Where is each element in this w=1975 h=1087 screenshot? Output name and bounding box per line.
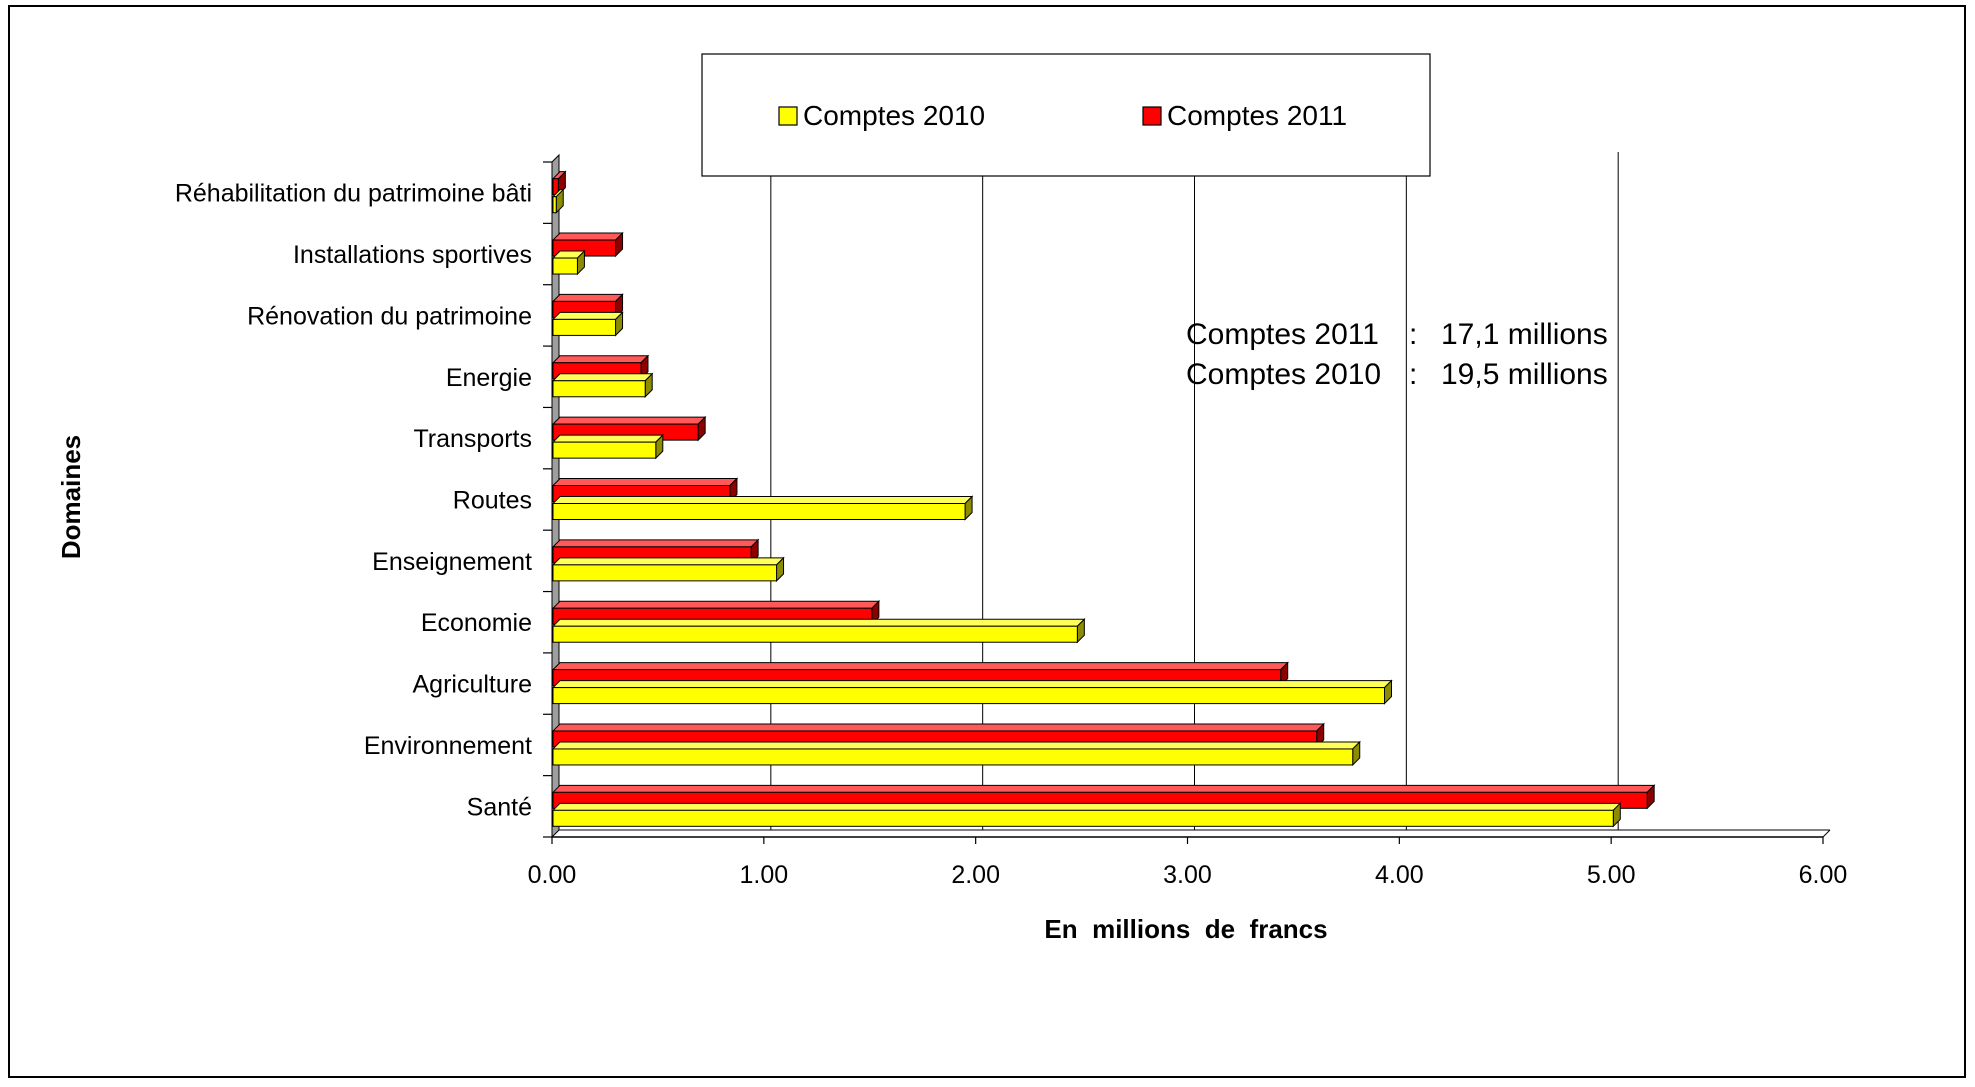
- bar-front-face: [552, 318, 617, 336]
- bar-front-face: [552, 503, 966, 520]
- bar-top-face: [551, 802, 1622, 811]
- category-label: Agriculture: [413, 671, 533, 699]
- bar-front-face: [552, 196, 557, 214]
- bar-top-face: [551, 784, 1656, 793]
- bar-top-face: [551, 662, 1289, 671]
- annotation-2010-sep: :: [1409, 358, 1417, 391]
- bar-front-face: [552, 687, 1386, 705]
- bar-front-face: [552, 748, 1354, 766]
- bar-top-face: [551, 478, 739, 486]
- x-tick-label-1: 1.00: [739, 861, 788, 889]
- annotation-2011-sep: :: [1409, 318, 1417, 351]
- category-label: Rénovation du patrimoine: [247, 302, 532, 330]
- bar-2010: [551, 372, 654, 398]
- legend-swatch-2011: [1142, 106, 1162, 126]
- bar-2010: [551, 249, 586, 276]
- bars: [551, 170, 1656, 828]
- legend-label-2010: Comptes 2010: [803, 100, 985, 131]
- bar-top-face: [551, 557, 785, 566]
- category-label: Routes: [453, 487, 532, 515]
- category-label: Installations sportives: [293, 241, 532, 269]
- bar-2010: [551, 740, 1361, 767]
- bar-top-face: [551, 434, 665, 443]
- x-tick-label-0: 0.00: [528, 861, 577, 889]
- totals-annotation: Comptes 2011 : 17,1 millions Comptes 201…: [1186, 318, 1608, 391]
- bar-top-face: [551, 600, 881, 609]
- bar-top-face: [551, 373, 654, 382]
- grid-lines: [770, 152, 1619, 830]
- bar-2010: [551, 433, 665, 460]
- bar-top-face: [551, 618, 1086, 627]
- legend-label-2011: Comptes 2011: [1167, 100, 1347, 131]
- bar-front-face: [552, 564, 778, 582]
- category-label: Santé: [467, 793, 532, 821]
- category-label: Economie: [421, 609, 532, 637]
- bar-top-face: [551, 416, 707, 425]
- bar-front-face: [552, 380, 646, 398]
- bar-2010: [551, 618, 1086, 644]
- category-label: Transports: [413, 425, 532, 453]
- category-label: Environnement: [364, 732, 532, 760]
- bar-top-face: [551, 293, 624, 302]
- bar-2010: [551, 311, 624, 337]
- x-tick-label-2: 2.00: [951, 861, 1000, 889]
- x-axis-title: En millions de francs: [1044, 914, 1327, 944]
- annotation-2011-label: Comptes 2011: [1186, 318, 1379, 351]
- bar-top-face: [551, 311, 624, 320]
- bar-top-face: [551, 680, 1393, 689]
- x-tick-label-3: 3.00: [1163, 861, 1212, 889]
- bar-front-face: [552, 625, 1078, 643]
- legend-swatch-2010: [778, 106, 798, 126]
- annotation-2010-label: Comptes 2010: [1186, 358, 1381, 391]
- bar-top-face: [551, 232, 624, 241]
- bar-2010: [551, 556, 785, 583]
- legend-box: [701, 53, 1431, 177]
- category-label: Réhabilitation du patrimoine bâti: [175, 180, 532, 208]
- y-axis-title: Domaines: [56, 435, 86, 559]
- floor-right-edge: [1822, 829, 1831, 838]
- bar-2010: [551, 188, 565, 214]
- category-label: Energie: [446, 364, 532, 392]
- bar-front-face: [552, 809, 1614, 827]
- bar-2011: [551, 231, 624, 258]
- bar-top-face: [551, 741, 1361, 750]
- labels: 0.00 1.00 2.00 3.00 4.00 5.00 6.00 Réhabilitati…: [175, 180, 1848, 889]
- bar-top-face: [551, 496, 974, 504]
- bar-2010: [551, 679, 1393, 705]
- bar-front-face: [552, 257, 578, 275]
- x-tick-label-6: 6.00: [1799, 861, 1848, 889]
- x-tick-label-5: 5.00: [1587, 861, 1636, 889]
- bar-top-face: [551, 355, 650, 364]
- bar-top-face: [551, 539, 760, 548]
- annotation-2010-value: 19,5 millions: [1441, 358, 1608, 391]
- bar-front-face: [552, 441, 657, 459]
- annotation-2011-value: 17,1 millions: [1441, 318, 1608, 351]
- legend: Comptes 2010 Comptes 2011: [701, 53, 1431, 177]
- chart-border: [8, 5, 1966, 1078]
- bar-2010: [551, 495, 974, 521]
- bar-top-face: [551, 723, 1325, 732]
- x-tick-label-4: 4.00: [1375, 861, 1424, 889]
- bar-2010: [551, 802, 1622, 828]
- category-label: Enseignement: [372, 548, 532, 576]
